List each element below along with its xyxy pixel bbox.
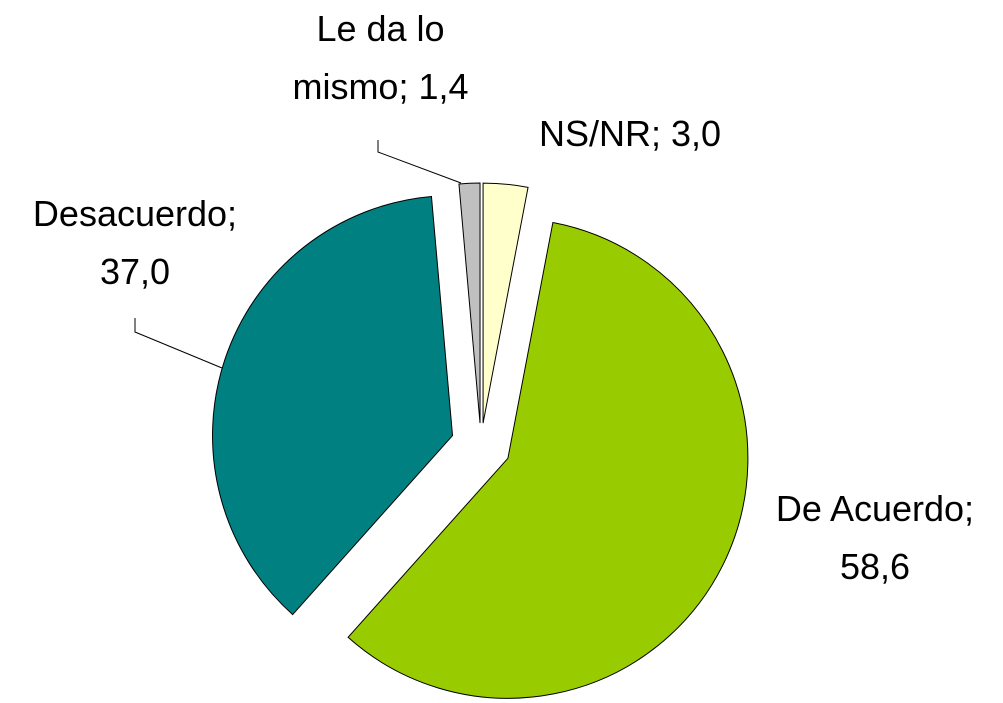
label-separator: ; <box>650 113 661 154</box>
pie-slice <box>482 182 529 424</box>
value-label: 3,0 <box>671 113 722 154</box>
value-label: 1,4 <box>418 66 469 107</box>
category-label: De Acuerdo <box>775 488 965 529</box>
pie-slice <box>458 182 481 424</box>
category-label: NS/NR <box>538 113 651 154</box>
data-label: NS/NR; 3,0 <box>480 105 780 163</box>
label-separator: ; <box>227 193 238 234</box>
value-label: 58,6 <box>839 546 911 587</box>
category-label: Le da lo mismo <box>292 8 445 107</box>
data-label: Le da lo mismo; 1,4 <box>268 0 493 116</box>
label-separator: ; <box>964 488 975 529</box>
pie-slice <box>347 221 749 699</box>
value-label: 37,0 <box>99 251 171 292</box>
label-separator: ; <box>398 66 409 107</box>
leader-line <box>377 140 462 184</box>
pie-slice <box>212 195 454 616</box>
data-label: De Acuerdo; 58,6 <box>740 480 1003 596</box>
category-label: Desacuerdo <box>32 193 228 234</box>
data-label: Desacuerdo; 37,0 <box>0 185 270 301</box>
leader-line <box>134 318 223 369</box>
